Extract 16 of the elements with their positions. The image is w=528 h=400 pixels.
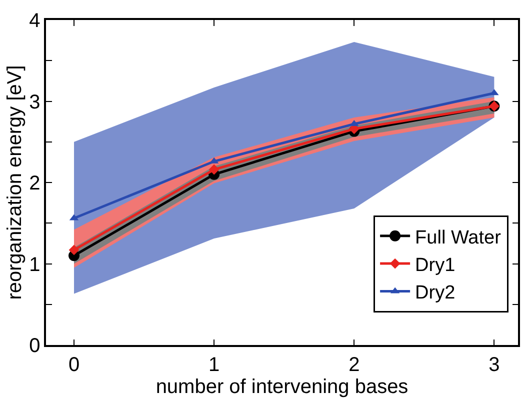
y-axis-title: reorganization energy [eV]: [4, 65, 26, 300]
y-tick-label: 1: [29, 254, 40, 276]
point: [68, 244, 80, 256]
x-tick-label: 1: [208, 354, 220, 376]
x-tick-label: 3: [488, 354, 500, 376]
y-tick-label: 4: [29, 10, 40, 32]
legend-label: Dry2: [415, 282, 456, 304]
y-tick-label: 0: [29, 335, 40, 357]
x-tick-label: 2: [348, 354, 360, 376]
y-tick-label: 3: [29, 91, 40, 114]
point: [208, 164, 220, 175]
legend-label: Full Water: [415, 227, 502, 248]
legend-label: Dry1: [415, 254, 456, 276]
x-tick-label: 0: [68, 354, 80, 376]
y-tick-label: 2: [29, 172, 40, 194]
x-axis-title: number of intervening bases: [156, 376, 408, 398]
